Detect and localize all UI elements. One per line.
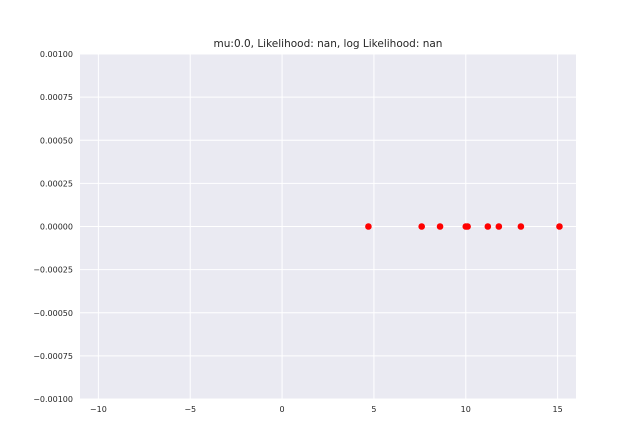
y-tick-label: −0.00075: [33, 352, 73, 361]
chart-title: mu:0.0, Likelihood: nan, log Likelihood:…: [214, 38, 443, 50]
y-tick-label: −0.00100: [33, 395, 73, 404]
data-point: [436, 223, 444, 230]
x-tick-label: 10: [461, 405, 471, 414]
data-point: [464, 223, 471, 230]
y-tick-label: −0.00050: [33, 309, 73, 318]
data-point: [517, 223, 525, 230]
x-tick-label: −10: [90, 405, 107, 414]
grid-lines: [80, 53, 576, 400]
x-tick-label: 15: [553, 405, 563, 414]
data-point: [418, 223, 425, 230]
x-tick-label: 0: [280, 405, 285, 414]
data-points: [365, 223, 563, 230]
y-tick-label: −0.00025: [33, 266, 73, 275]
y-tick-label: 0.00000: [40, 223, 73, 232]
x-axis-ticks: −10 −5 0 5 10 15: [90, 405, 563, 414]
y-axis-ticks: −0.00100 −0.00075 −0.00050 −0.00025 0.00000 0…: [33, 50, 73, 404]
x-tick-label: 5: [371, 405, 376, 414]
data-point: [495, 223, 503, 230]
x-tick-label: −5: [184, 405, 196, 414]
data-point: [556, 223, 563, 230]
y-tick-label: 0.00050: [40, 136, 73, 145]
y-tick-label: 0.00075: [40, 93, 73, 102]
data-point: [484, 223, 492, 230]
y-tick-label: 0.00025: [40, 179, 73, 188]
y-tick-label: 0.00100: [40, 50, 73, 59]
data-point: [365, 223, 372, 230]
